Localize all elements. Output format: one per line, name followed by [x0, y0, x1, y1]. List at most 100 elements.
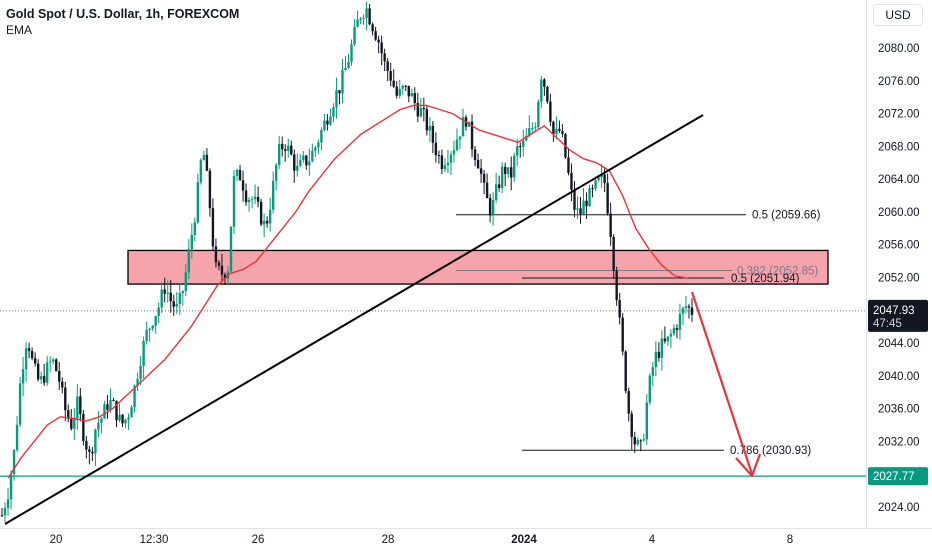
- candle-body: [648, 375, 652, 403]
- candle-body: [6, 499, 10, 509]
- candle-body: [36, 363, 40, 380]
- candle-body: [142, 340, 145, 366]
- price-axis[interactable]: 2080.00 2076.00 2072.00 2068.00 2064.00 2060.…: [866, 0, 932, 550]
- candle-body: [621, 317, 624, 352]
- candle-body: [42, 376, 46, 383]
- candle-body: [217, 262, 221, 266]
- candle-body: [410, 93, 413, 97]
- candle-body: [308, 161, 311, 166]
- currency-button[interactable]: USD: [873, 4, 923, 26]
- time-axis[interactable]: 20 12:30 26 28 2024 4 8: [0, 528, 932, 547]
- candle-body: [30, 351, 34, 359]
- candle-body: [175, 303, 178, 307]
- candle-body: [446, 162, 450, 166]
- candle-body: [353, 26, 356, 45]
- indicator-label[interactable]: EMA: [6, 23, 33, 37]
- candle-body: [669, 333, 673, 337]
- time-tick-label: 4: [649, 534, 656, 546]
- candle-body: [296, 165, 299, 171]
- candle-body: [431, 126, 435, 143]
- candle-body: [274, 164, 278, 181]
- trendline[interactable]: [4, 114, 704, 525]
- candle-body: [265, 220, 269, 224]
- candle-body: [15, 424, 19, 451]
- candle-body: [139, 365, 142, 380]
- candle-body: [97, 422, 100, 430]
- candle-body: [103, 404, 106, 419]
- candle-body: [211, 208, 215, 247]
- candle-body: [672, 328, 676, 334]
- candle-body: [437, 155, 441, 157]
- current-price-label: 2047.93: [873, 305, 915, 317]
- candle-body: [666, 336, 670, 342]
- candle-body: [690, 307, 694, 315]
- time-tick-label: 26: [252, 534, 265, 546]
- fib-level-label: 0.5 (2051.94): [731, 273, 800, 285]
- candle-body: [151, 325, 154, 329]
- candle-body: [534, 127, 537, 129]
- ema-line[interactable]: [7, 104, 689, 479]
- candle-body: [681, 308, 685, 314]
- candle-body: [510, 167, 513, 178]
- candle-body: [404, 85, 407, 87]
- candle-body: [606, 183, 609, 214]
- candle-body: [262, 220, 266, 225]
- candle-body: [687, 306, 691, 308]
- candle-body: [124, 419, 127, 424]
- candle-body: [49, 361, 52, 363]
- candle-body: [356, 19, 359, 27]
- candle-body: [618, 300, 621, 318]
- candle-body: [268, 209, 272, 224]
- candle-body: [488, 198, 492, 216]
- symbol-title[interactable]: Gold Spot / U.S. Dollar, 1h, FOREXCOM: [6, 7, 240, 21]
- resistance-zone[interactable]: [127, 249, 829, 285]
- candle-body: [91, 451, 94, 454]
- candle-body: [476, 160, 480, 169]
- candle-body: [473, 149, 477, 161]
- candle-body: [24, 348, 28, 370]
- candle-body: [341, 70, 344, 94]
- candle-body: [537, 101, 540, 128]
- candle-body: [651, 367, 655, 376]
- candle-body: [675, 328, 679, 330]
- candle-body: [362, 17, 365, 19]
- candle-body: [507, 167, 510, 175]
- candle-body: [579, 208, 582, 215]
- candle-body: [335, 90, 338, 108]
- candle-body: [657, 351, 661, 358]
- candle-body: [190, 234, 194, 250]
- candle-body: [338, 90, 341, 94]
- candle-body: [118, 414, 121, 421]
- candle-body: [660, 338, 664, 358]
- candle-body: [344, 68, 347, 71]
- projection-arrow[interactable]: [690, 291, 754, 475]
- candle-body: [172, 301, 175, 307]
- candle-body: [73, 418, 76, 429]
- candle-body: [588, 188, 591, 207]
- candle-body: [232, 175, 236, 227]
- candle-body: [585, 200, 588, 207]
- candle-body: [500, 166, 504, 188]
- candle-body: [449, 154, 453, 163]
- candle-body: [130, 407, 133, 418]
- candle-body: [485, 182, 489, 199]
- candle-body: [624, 351, 627, 392]
- candle-body: [160, 289, 163, 308]
- candle-body: [549, 101, 552, 122]
- candle-body: [684, 306, 688, 309]
- candle-body: [311, 150, 314, 162]
- candle-body: [503, 166, 507, 175]
- candle-body: [18, 383, 22, 425]
- candle-body: [79, 396, 82, 415]
- candle-body: [82, 414, 85, 441]
- candle-body: [443, 165, 447, 170]
- candle-body: [401, 85, 404, 89]
- candle-body: [76, 396, 79, 419]
- candle-body: [58, 370, 61, 382]
- candle-body: [302, 155, 305, 160]
- candle-body: [633, 437, 636, 445]
- candle-body: [380, 42, 383, 54]
- candle-body: [0, 515, 4, 517]
- candle-body: [55, 359, 58, 371]
